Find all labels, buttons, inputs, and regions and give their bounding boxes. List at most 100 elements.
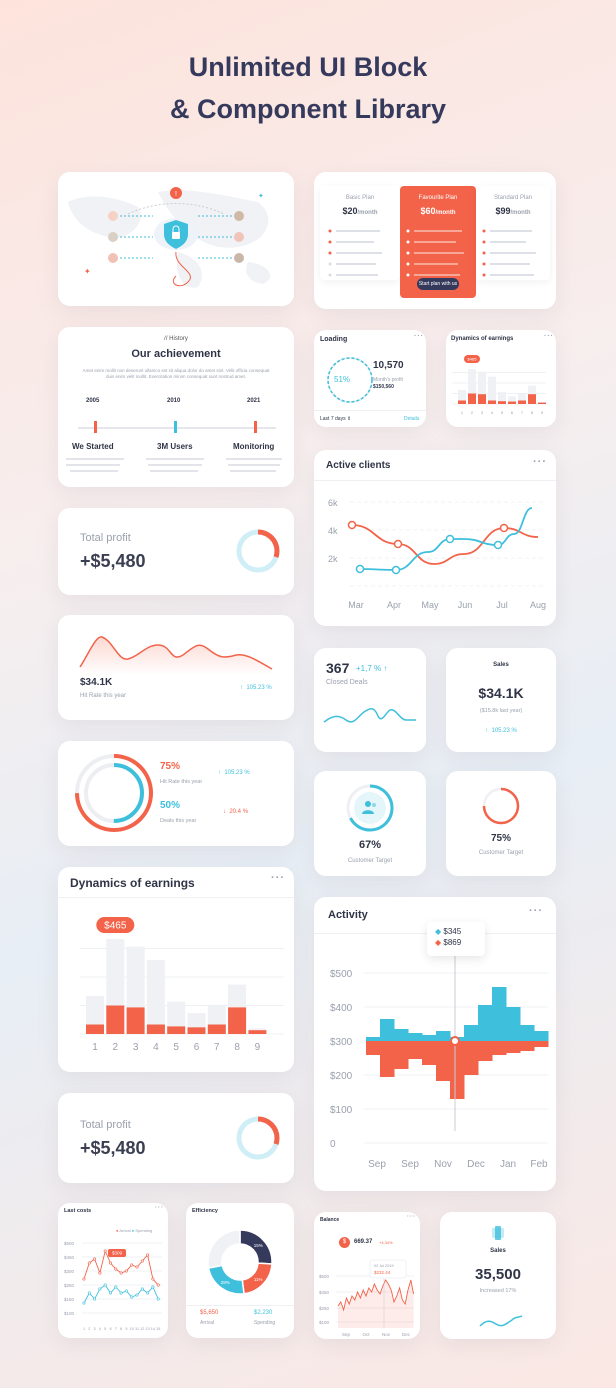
bar-down [422,1041,437,1065]
total-profit-label: Total profit [80,1119,131,1131]
x-tick-label: Apr [387,600,401,610]
milestone-text [66,458,282,472]
bar-total [488,376,496,404]
y-tick-label: 0 [330,1139,336,1150]
more-icon[interactable]: ··· [533,456,547,468]
activity-card: Activity ··· $500 $400 $300 $200 $100 0 Sep Sep… [314,897,556,1191]
stat1-change: ↑ 105.23 % [218,770,250,776]
more-icon[interactable]: ··· [271,872,285,884]
data-point [493,540,503,550]
bar-up [366,1037,381,1041]
total-profit-card: Total profit +$5,480 [58,1093,294,1183]
total-profit-value: +$5,480 [80,551,146,571]
hit-rate-card: $34.1K Hit Rate this year ↑ 105.23 % [58,615,294,720]
closed-deals-card: 367 +1,7 % ↑ Closed Deals [314,648,426,752]
stat1-value: 75% [160,761,181,772]
arrival-label: Arrival [200,1320,215,1326]
bar-down [520,1041,535,1051]
start-plan-button[interactable]: Start plan with us [417,278,459,290]
y-tick-label: $300 [330,1037,353,1048]
sales-small-value: $34.1K [478,685,524,701]
more-icon[interactable]: ··· [544,333,554,340]
data-point [393,539,403,549]
arrow-up-icon: ↑ [240,685,243,691]
x-tick-label: Jun [458,600,473,610]
data-point [156,1283,160,1287]
data-point [130,1295,134,1299]
data-point [98,1287,102,1291]
loading-sub-label: Month's profit [373,377,403,383]
data-point [124,1289,128,1293]
more-icon[interactable]: ··· [155,1205,164,1211]
bar-value [508,401,516,404]
target1-value: 67% [358,839,382,851]
map-card: ! ✦ ✦ [58,172,294,306]
x-tick-label: 4 [99,1327,101,1331]
x-tick-label: Sep [368,1159,386,1170]
plan-name: Favourite Plan [418,195,458,201]
data-point [108,1261,112,1265]
bar-value [478,394,486,404]
bar-total [167,1001,186,1034]
details-link[interactable]: Details [404,416,420,422]
data-point [98,1271,102,1275]
activity-chart: $500 $400 $300 $200 $100 0 Sep Sep Nov Dec Jan Feb [330,955,549,1170]
bar-up [464,1025,479,1041]
bar-value [228,1007,247,1034]
world-map: ! ✦ ✦ [68,187,271,288]
bar-down [464,1041,479,1075]
data-point [119,1271,123,1275]
arrow-up-icon: ↑ [485,728,489,734]
bar-down [506,1041,521,1053]
bar-value [528,394,536,404]
y-tick-label: 6k [328,498,338,508]
y-tick-label: $600 [64,1241,75,1246]
x-tick-label: 9 [541,410,544,415]
slice-label: 15% [254,1243,263,1248]
balance-title: Balance [320,1217,340,1223]
legend-value: $869 [443,938,462,947]
crosshair-point [450,1036,460,1046]
bar-down [380,1041,395,1077]
change-value: 105.23 % [246,685,272,691]
bar-value [187,1027,206,1034]
closed-deals-label: Closed Deals [326,679,368,686]
standard-plan[interactable]: Standard Plan $99/month [476,186,550,280]
year-label: 2021 [247,398,261,404]
x-tick-label: 6 [109,1327,111,1331]
bar-down [534,1041,549,1047]
legend-item: ◆ $869 [435,938,462,947]
bar-total [458,390,466,404]
activity-title: Activity [328,909,368,921]
y-tick-label: $500 [319,1274,330,1279]
last-costs-card: Last costs ··· ● Arrival ● Spending $600… [58,1203,168,1338]
dynamics-big-card: Dynamics of earnings ··· 1 2 3 4 5 6 7 8 9 $465 [58,867,294,1072]
rings-card: 75% Hit Rate this year ↑ 105.23 % 50% De… [58,741,294,846]
x-tick-label: 3 [481,410,484,415]
data-point [103,1249,107,1253]
stat1-label: Hit Rate this year [160,779,203,785]
customer-target-card: 67% Customer Target [314,771,426,876]
favourite-plan[interactable]: Favourite Plan $60/month Start plan with… [400,186,476,298]
more-icon[interactable]: ··· [529,905,543,917]
double-ring-chart [75,754,153,832]
data-point [87,1261,91,1265]
bar-total [478,371,486,404]
plan-price: $20 [342,206,358,216]
x-tick-label: 8 [531,410,534,415]
x-tick-label: 2 [113,1042,119,1053]
hit-rate-chart [79,636,273,675]
active-clients-title: Active clients [326,460,391,471]
bar-value [498,401,506,404]
basic-plan[interactable]: Basic Plan $20/month [320,186,400,280]
x-tick-label: Feb [530,1159,548,1170]
bar-value [468,393,476,404]
period-select[interactable]: Last 7 days ⇕ [320,416,351,422]
x-tick-label: 4 [491,410,494,415]
more-icon[interactable]: ··· [414,333,424,340]
bar-value [86,1024,104,1034]
more-icon[interactable]: ··· [407,1214,416,1220]
bar-down [450,1041,465,1099]
x-tick-label: 8 [234,1042,240,1053]
